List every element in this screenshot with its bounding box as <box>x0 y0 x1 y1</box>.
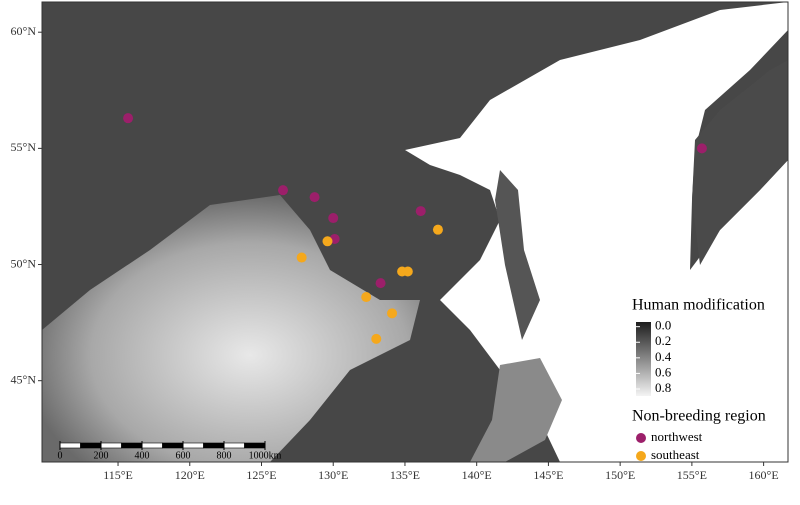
x-tick-label: 140°E <box>462 468 492 482</box>
x-tick-label: 160°E <box>749 468 779 482</box>
colorbar-label: 0.6 <box>655 364 672 379</box>
scalebar-segment <box>203 442 225 449</box>
x-tick-label: 125°E <box>246 468 276 482</box>
point <box>328 213 339 224</box>
scalebar-segment <box>141 442 163 449</box>
sea <box>405 2 788 462</box>
colorbar-label: 0.8 <box>655 380 671 395</box>
y-tick-label: 60°N <box>11 24 37 38</box>
scalebar-segment <box>162 442 184 449</box>
x-tick-label: 150°E <box>605 468 635 482</box>
scalebar-segment <box>80 442 102 449</box>
point <box>296 252 307 263</box>
point <box>387 308 398 319</box>
x-tick-label: 120°E <box>175 468 205 482</box>
x-tick-label: 145°E <box>533 468 563 482</box>
point <box>361 292 372 303</box>
scalebar-segment <box>182 442 204 449</box>
x-tick-label: 130°E <box>318 468 348 482</box>
colorbar-label: 0.4 <box>655 349 672 364</box>
colorbar-label: 0.0 <box>655 318 671 333</box>
scalebar-label: 1000km <box>249 450 282 461</box>
kamchatka <box>692 60 788 265</box>
legend-label: northwest <box>651 429 703 444</box>
scalebar-segment <box>244 442 266 449</box>
point <box>696 143 707 154</box>
scalebar-segment <box>223 442 245 449</box>
y-tick-label: 45°N <box>11 372 37 386</box>
colorbar <box>636 322 651 396</box>
y-tick-label: 50°N <box>11 256 37 270</box>
scalebar-label: 400 <box>135 450 150 461</box>
y-tick-label: 55°N <box>11 140 37 154</box>
legend-title: Non-breeding region <box>632 408 766 425</box>
legend-marker <box>636 433 646 443</box>
legend-marker <box>636 451 646 461</box>
scalebar-label: 800 <box>217 450 232 461</box>
scalebar-segment <box>59 442 81 449</box>
legend-label: southeast <box>651 447 700 462</box>
point <box>322 236 333 247</box>
point <box>278 185 289 196</box>
point <box>123 113 134 124</box>
colorbar-label: 0.2 <box>655 333 671 348</box>
scalebar-segment <box>100 442 122 449</box>
point <box>371 333 382 344</box>
scalebar: 0 200 400 600 800 1000km <box>58 441 282 461</box>
japan <box>470 358 562 462</box>
scalebar-label: 600 <box>176 450 191 461</box>
x-tick-label: 135°E <box>390 468 420 482</box>
plot-frame <box>41 1 789 463</box>
point <box>375 278 386 289</box>
x-tick-label: 155°E <box>677 468 707 482</box>
modified-area <box>42 195 420 462</box>
point <box>402 266 413 277</box>
point <box>432 224 443 235</box>
point <box>415 206 426 217</box>
colorbar-title: Human modification <box>632 297 765 314</box>
x-tick-label: 115°E <box>103 468 133 482</box>
scalebar-label: 0 <box>58 450 63 461</box>
point <box>309 192 320 203</box>
sakhalin <box>495 170 540 340</box>
scalebar-segment <box>121 442 143 449</box>
scalebar-label: 200 <box>94 450 109 461</box>
